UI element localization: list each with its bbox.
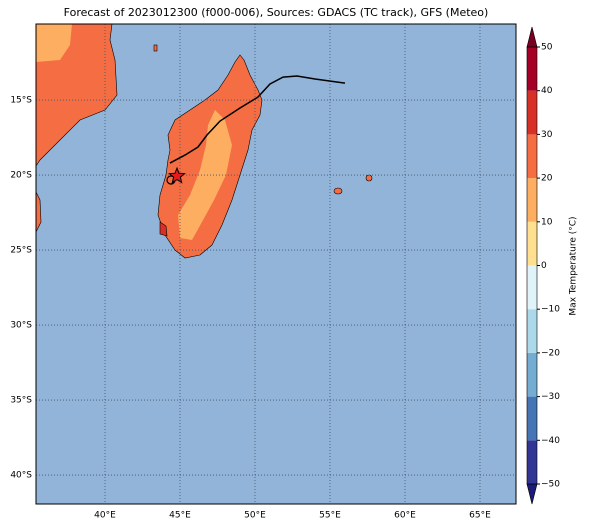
colorbar-tick-label: 40 bbox=[541, 86, 553, 96]
colorbar-tick-label: 30 bbox=[541, 130, 553, 140]
x-tick-label: 50°E bbox=[244, 511, 266, 521]
map-frame bbox=[35, 23, 517, 505]
colorbar-band bbox=[527, 440, 537, 484]
mauritius bbox=[365, 174, 373, 182]
x-tick-label: 45°E bbox=[169, 511, 191, 521]
colorbar-tick-label: −10 bbox=[541, 305, 560, 315]
y-tick-label: 35°S bbox=[10, 396, 32, 406]
ocean bbox=[36, 24, 516, 504]
colorbar-tick-label: −30 bbox=[541, 392, 560, 402]
x-tick-label: 60°E bbox=[394, 511, 416, 521]
colorbar-band bbox=[527, 352, 537, 397]
reunion bbox=[333, 187, 343, 195]
colorbar-over bbox=[526, 26, 538, 48]
colorbar-tick-label: −20 bbox=[541, 348, 560, 358]
x-tick-label: 55°E bbox=[319, 511, 341, 521]
colorbar-tick-label: 10 bbox=[541, 217, 553, 227]
y-tick-label: 20°S bbox=[10, 171, 32, 181]
comoros bbox=[153, 44, 158, 52]
colorbar-tick-label: 0 bbox=[541, 261, 547, 271]
colorbar-label: Max Temperature (°C) bbox=[569, 216, 579, 315]
madagascar-hot bbox=[159, 221, 168, 237]
colorbar-band bbox=[527, 178, 537, 222]
colorbar-tick-label: −50 bbox=[541, 480, 560, 490]
y-tick-label: 25°S bbox=[10, 246, 32, 256]
x-tick-label: 40°E bbox=[94, 511, 116, 521]
colorbar-tick-label: −40 bbox=[541, 436, 560, 446]
colorbar-band bbox=[527, 309, 537, 353]
colorbar-under bbox=[526, 483, 538, 505]
storm-marker bbox=[168, 166, 186, 184]
map-title: Forecast of 2023012300 (f000-006), Sourc… bbox=[64, 6, 489, 19]
y-tick-label: 15°S bbox=[10, 96, 32, 106]
colorbar-band bbox=[527, 396, 537, 441]
y-tick-label: 40°S bbox=[10, 471, 32, 481]
colorbar-band bbox=[527, 90, 537, 135]
africa-warm bbox=[36, 24, 72, 62]
colorbar-band bbox=[527, 47, 537, 91]
colorbar-tick-label: 50 bbox=[541, 43, 553, 53]
x-tick-label: 65°E bbox=[469, 511, 491, 521]
colorbar-tick-label: 20 bbox=[541, 174, 553, 184]
colorbar-band bbox=[527, 265, 537, 310]
colorbar-band bbox=[527, 221, 537, 266]
colorbar-band bbox=[527, 134, 537, 179]
y-tick-label: 30°S bbox=[10, 321, 32, 331]
track-line bbox=[169, 75, 346, 164]
africa-south bbox=[36, 191, 42, 233]
land bbox=[36, 24, 373, 259]
